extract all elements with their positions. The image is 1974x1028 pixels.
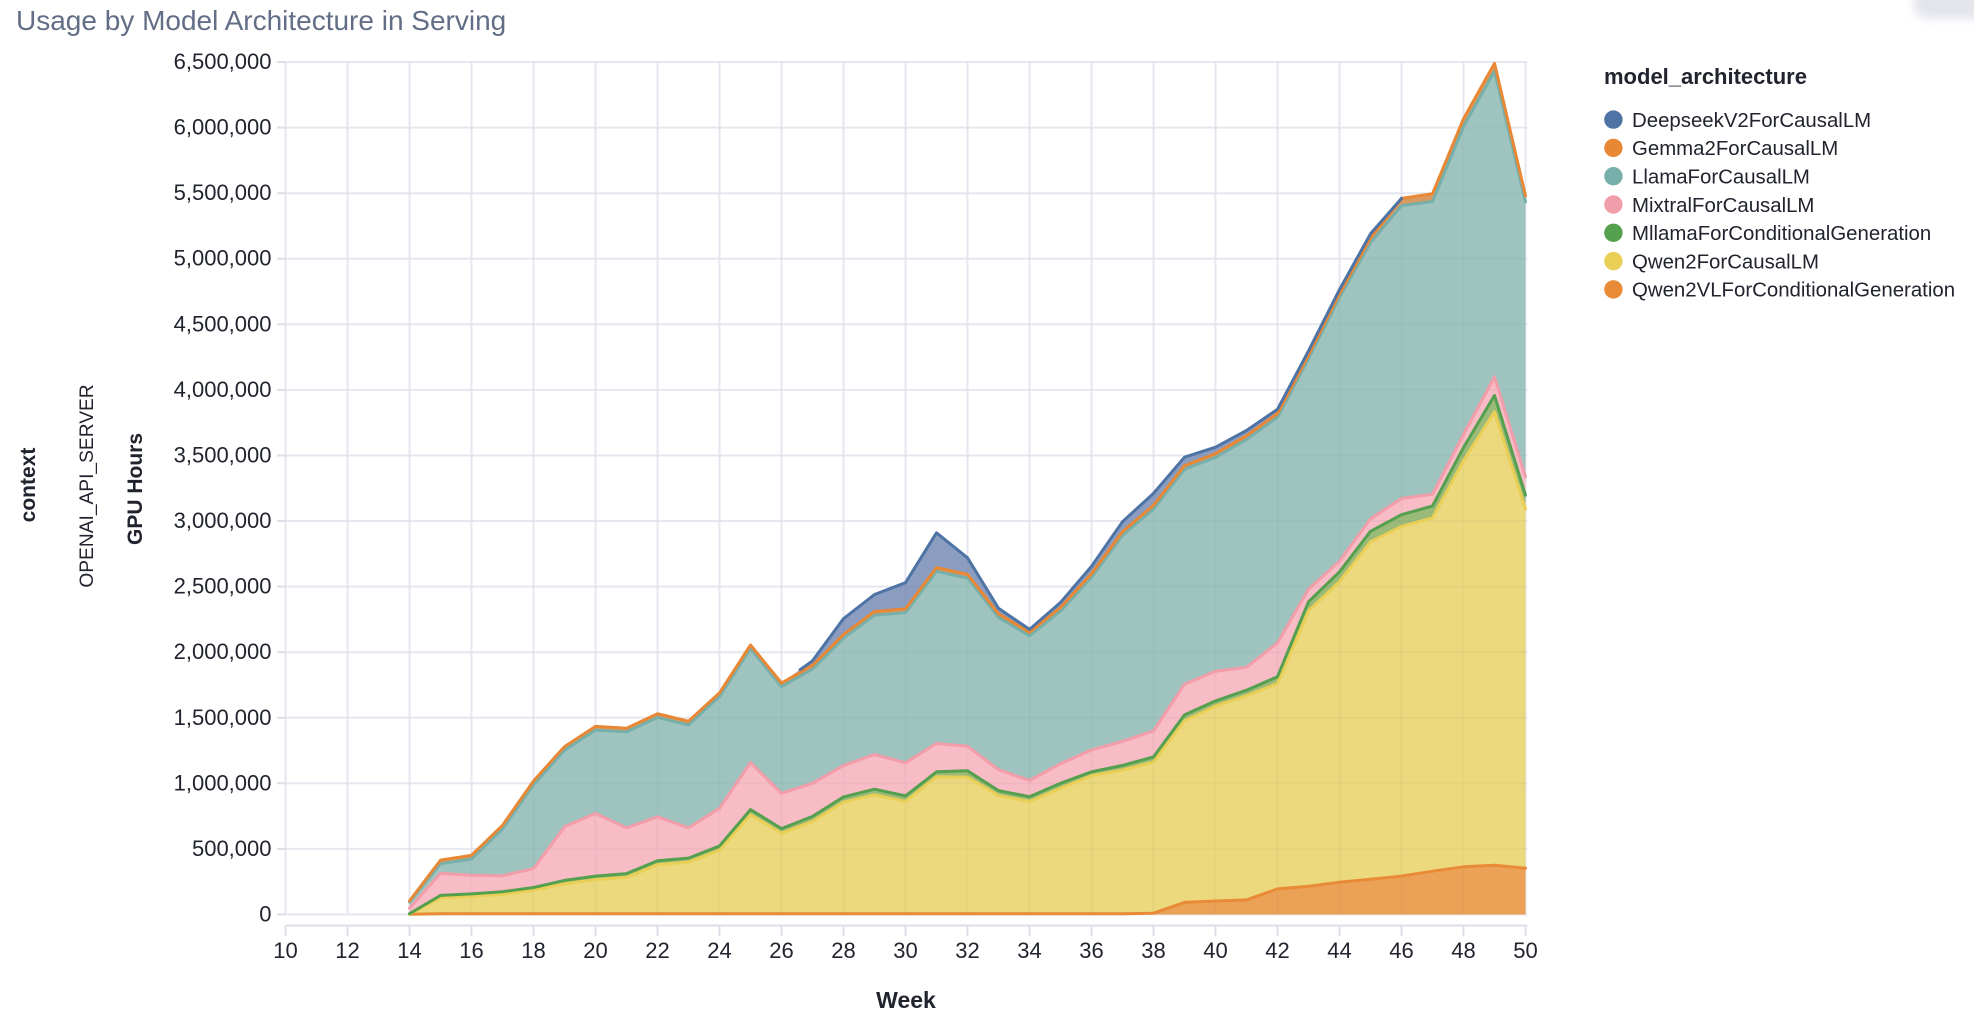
svg-text:Qwen2ForCausalLM: Qwen2ForCausalLM (1632, 251, 1819, 273)
svg-text:6,500,000: 6,500,000 (174, 49, 272, 74)
svg-text:0: 0 (259, 902, 271, 927)
svg-text:26: 26 (769, 938, 793, 963)
svg-text:38: 38 (1141, 938, 1165, 963)
svg-text:Week: Week (876, 987, 936, 1013)
svg-text:Gemma2ForCausalLM: Gemma2ForCausalLM (1632, 138, 1838, 160)
svg-text:5,500,000: 5,500,000 (174, 180, 272, 205)
svg-text:context: context (17, 448, 40, 523)
svg-text:Qwen2VLForConditionalGeneratio: Qwen2VLForConditionalGeneration (1632, 280, 1955, 302)
svg-text:44: 44 (1327, 938, 1351, 963)
svg-text:MllamaForConditionalGeneration: MllamaForConditionalGeneration (1632, 223, 1931, 245)
svg-text:28: 28 (831, 938, 855, 963)
svg-text:GPU Hours: GPU Hours (124, 433, 147, 545)
svg-text:4,500,000: 4,500,000 (174, 311, 272, 336)
svg-text:3,500,000: 3,500,000 (174, 443, 272, 468)
svg-text:6,000,000: 6,000,000 (174, 115, 272, 140)
svg-text:24: 24 (707, 938, 731, 963)
svg-text:48: 48 (1451, 938, 1475, 963)
svg-text:12: 12 (335, 938, 359, 963)
svg-text:DeepseekV2ForCausalLM: DeepseekV2ForCausalLM (1632, 110, 1871, 132)
svg-text:1,500,000: 1,500,000 (174, 705, 272, 730)
svg-text:2,500,000: 2,500,000 (174, 574, 272, 599)
svg-text:LlamaForCausalLM: LlamaForCausalLM (1632, 167, 1810, 189)
svg-text:OPENAI_API_SERVER: OPENAI_API_SERVER (77, 384, 98, 587)
svg-text:4,000,000: 4,000,000 (174, 377, 272, 402)
svg-text:34: 34 (1017, 938, 1041, 963)
svg-text:32: 32 (955, 938, 979, 963)
svg-text:36: 36 (1079, 938, 1103, 963)
svg-text:Usage by Model Architecture in: Usage by Model Architecture in Serving (16, 5, 506, 36)
svg-text:5,000,000: 5,000,000 (174, 246, 272, 271)
svg-text:40: 40 (1203, 938, 1227, 963)
svg-text:16: 16 (459, 938, 483, 963)
svg-text:50: 50 (1513, 938, 1537, 963)
svg-text:22: 22 (645, 938, 669, 963)
svg-text:MixtralForCausalLM: MixtralForCausalLM (1632, 195, 1814, 217)
svg-text:3,000,000: 3,000,000 (174, 508, 272, 533)
svg-text:46: 46 (1389, 938, 1413, 963)
svg-text:10: 10 (273, 938, 297, 963)
svg-text:500,000: 500,000 (192, 836, 272, 861)
svg-text:2,000,000: 2,000,000 (174, 639, 272, 664)
svg-text:30: 30 (893, 938, 917, 963)
svg-text:14: 14 (397, 938, 421, 963)
svg-text:1,000,000: 1,000,000 (174, 770, 272, 795)
svg-text:20: 20 (583, 938, 607, 963)
svg-text:model_architecture: model_architecture (1604, 64, 1807, 89)
svg-text:18: 18 (521, 938, 545, 963)
svg-text:42: 42 (1265, 938, 1289, 963)
